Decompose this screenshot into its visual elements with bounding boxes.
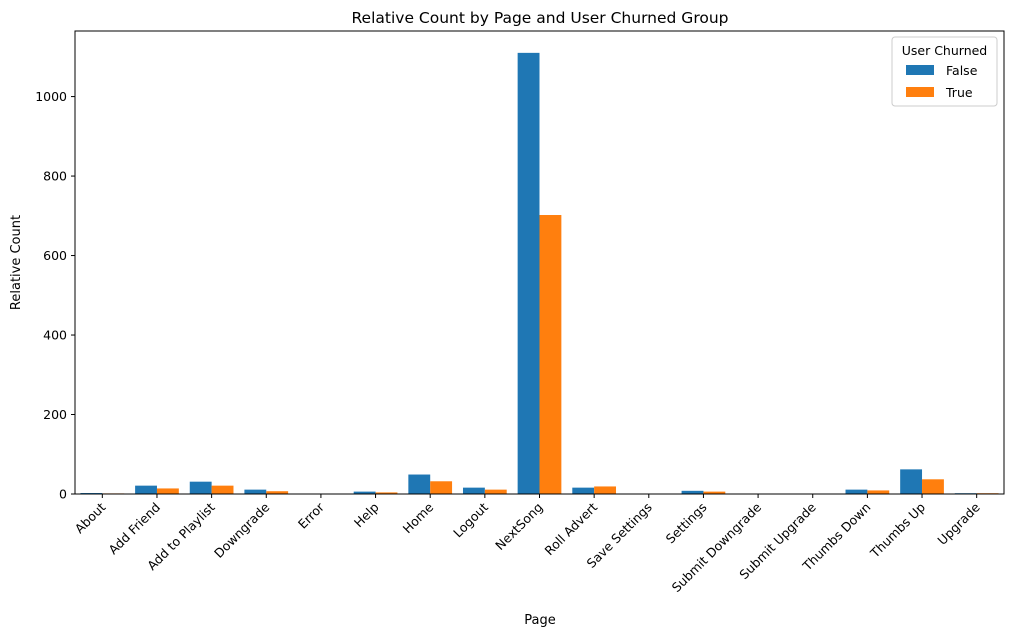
- legend-label-false: False: [946, 63, 978, 78]
- x-axis-title: Page: [524, 613, 555, 628]
- bar-false-thumbs-down: [845, 489, 868, 494]
- bar-false-roll-advert: [572, 487, 595, 494]
- bar-true-logout: [484, 489, 507, 494]
- bar-false-settings: [681, 490, 704, 494]
- bar-true-thumbs-down: [867, 490, 890, 494]
- bar-true-add-friend: [156, 488, 179, 494]
- bar-false-home: [408, 474, 431, 494]
- y-tick-label: 400: [43, 328, 67, 343]
- bar-true-settings: [703, 491, 726, 494]
- y-tick-label: 200: [43, 407, 67, 422]
- legend-swatch-true: [906, 87, 934, 97]
- x-tick-label: Error: [295, 499, 328, 532]
- y-tick-label: 0: [59, 487, 67, 502]
- bar-true-downgrade: [266, 491, 289, 494]
- x-tick-label: Upgrade: [934, 499, 983, 548]
- y-axis-title: Relative Count: [9, 215, 24, 310]
- x-tick-label: Roll Advert: [542, 499, 601, 558]
- bar-true-add-to-playlist: [211, 485, 234, 494]
- plot-frame: [74, 30, 1005, 495]
- bar-false-add-friend: [135, 485, 157, 494]
- x-tick-label: Thumbs Up: [867, 499, 929, 561]
- y-tick-label: 1000: [35, 89, 67, 104]
- bar-true-nextsong: [539, 215, 562, 494]
- x-tick-label: Home: [400, 499, 437, 536]
- y-tick-label: 800: [43, 169, 67, 184]
- bar-false-downgrade: [244, 489, 267, 494]
- legend-title: User Churned: [902, 43, 988, 58]
- bar-false-thumbs-up: [900, 469, 923, 494]
- bar-true-help: [375, 492, 398, 494]
- legend-label-true: True: [945, 85, 973, 100]
- x-tick-label: About: [72, 499, 109, 536]
- x-tick-label: NextSong: [492, 500, 545, 553]
- x-tick-label: Help: [351, 499, 382, 530]
- y-axis: 0 200 400 600 800 1000: [35, 89, 75, 502]
- legend: User Churned False True: [891, 36, 998, 107]
- bars-group: [80, 52, 999, 495]
- x-tick-label: Add Friend: [105, 500, 163, 558]
- bar-false-nextsong: [517, 52, 540, 495]
- bar-false-add-to-playlist: [189, 481, 212, 494]
- bar-false-logout: [462, 487, 485, 494]
- bar-true-thumbs-up: [922, 479, 944, 494]
- bar-false-help: [353, 491, 376, 494]
- legend-swatch-false: [906, 65, 934, 75]
- x-tick-label: Settings: [663, 500, 710, 547]
- x-tick-label: Submit Downgrade: [669, 499, 765, 595]
- bar-true-roll-advert: [594, 486, 617, 494]
- chart-title: Relative Count by Page and User Churned …: [351, 9, 728, 27]
- y-tick-label: 600: [43, 248, 67, 263]
- x-tick-label: Logout: [450, 499, 491, 540]
- x-tick-label: Downgrade: [211, 499, 273, 561]
- bar-true-home: [430, 481, 453, 494]
